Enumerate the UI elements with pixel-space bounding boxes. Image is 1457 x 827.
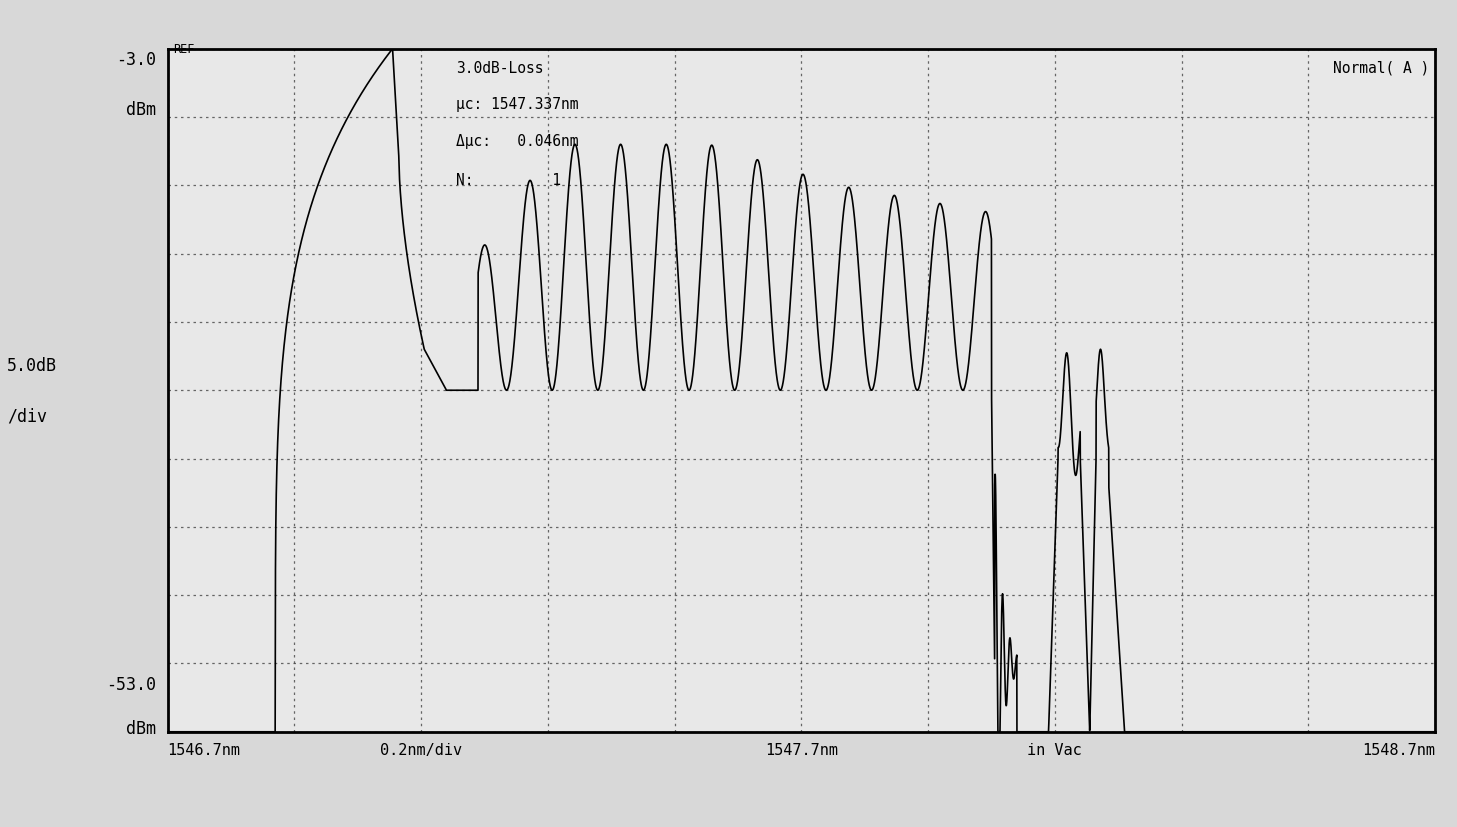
Text: -3.0: -3.0 [117,51,156,69]
Text: 1546.7nm: 1546.7nm [168,742,240,757]
Text: -53.0: -53.0 [106,676,156,694]
Text: 3.0dB-Loss: 3.0dB-Loss [456,60,543,75]
Text: dBm: dBm [125,719,156,738]
Text: 0.2nm/div: 0.2nm/div [380,742,462,757]
Text: 1547.7nm: 1547.7nm [765,742,838,757]
Text: N:         1: N: 1 [456,173,561,188]
Text: REF: REF [172,43,194,56]
Text: 5.0dB: 5.0dB [7,357,57,375]
Text: μc: 1547.337nm: μc: 1547.337nm [456,98,578,112]
Text: /div: /div [7,407,47,424]
Text: dBm: dBm [125,101,156,119]
Text: Normal( A ): Normal( A ) [1333,60,1429,75]
Text: Δμc:   0.046nm: Δμc: 0.046nm [456,134,578,149]
Text: in Vac: in Vac [1027,742,1083,757]
Text: 1548.7nm: 1548.7nm [1362,742,1435,757]
